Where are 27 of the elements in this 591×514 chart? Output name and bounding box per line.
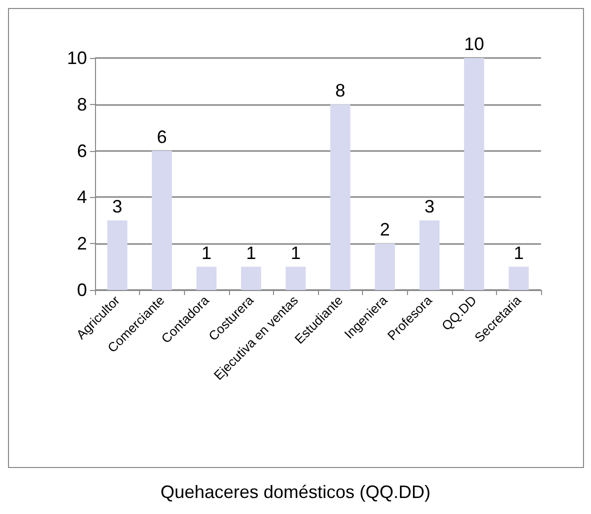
y-tick-label: 0 <box>76 280 87 300</box>
y-tick-label: 10 <box>66 48 87 68</box>
y-tick-label: 6 <box>76 140 87 161</box>
data-label: 1 <box>290 242 301 263</box>
bar <box>107 220 128 290</box>
bar <box>152 150 172 290</box>
bar <box>464 58 484 290</box>
data-label: 6 <box>156 126 167 147</box>
text: Quehaceres domésticos (QQ.DD) <box>160 482 431 502</box>
bar <box>241 266 262 290</box>
data-label: 1 <box>201 242 212 263</box>
y-tick-label: 8 <box>76 94 87 114</box>
data-label: 8 <box>335 80 346 100</box>
data-label: 10 <box>464 34 484 54</box>
y-tick-label: 4 <box>76 187 87 208</box>
bar <box>330 104 350 290</box>
bar <box>286 266 306 290</box>
data-label: 1 <box>246 242 256 263</box>
y-tick-label: 2 <box>76 234 87 254</box>
data-label: 1 <box>514 242 524 263</box>
data-label: 3 <box>112 196 122 216</box>
bar <box>419 220 440 290</box>
data-label: 3 <box>424 196 435 216</box>
bar <box>508 266 529 290</box>
data-label: 2 <box>380 220 390 240</box>
bar <box>374 244 395 290</box>
bar <box>196 266 217 290</box>
